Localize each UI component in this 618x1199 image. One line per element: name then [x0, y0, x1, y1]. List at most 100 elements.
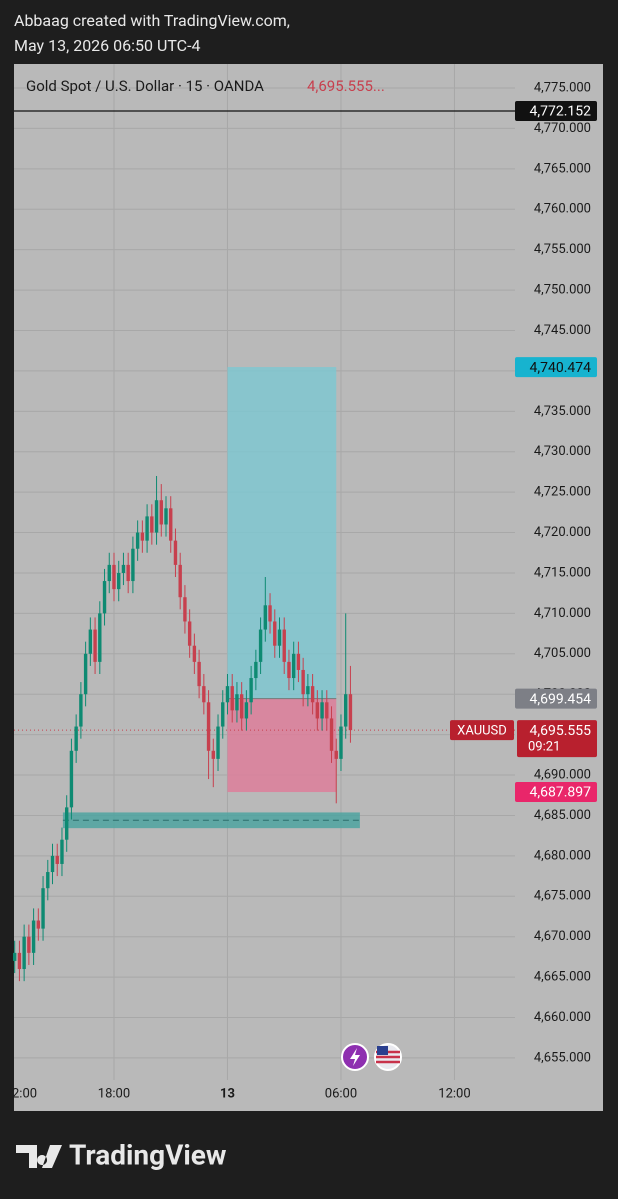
candle-body [173, 540, 178, 565]
date-line: May 13, 2026 06:50 UTC-4 [14, 36, 200, 55]
candle-body [258, 629, 263, 662]
stop-zone [227, 698, 337, 793]
author-line: Abbaag created with TradingView.com, [14, 11, 290, 30]
candle-body [273, 621, 277, 646]
candle-body [31, 920, 36, 953]
y-tick-label: 4,660.000 [534, 1010, 591, 1025]
candle-body [230, 686, 234, 711]
candle-body [339, 726, 343, 759]
last-price-box [517, 720, 597, 758]
candle-body [301, 669, 305, 695]
candle-body [310, 686, 315, 703]
candle-body [150, 516, 154, 533]
y-tick-label: 4,745.000 [534, 323, 591, 338]
candle-body [287, 661, 291, 679]
x-tick-label: 06:00 [325, 1086, 357, 1101]
candle-body [27, 936, 31, 953]
candle-body [221, 702, 225, 727]
candle-body [183, 597, 187, 622]
y-tick-label: 4,755.000 [534, 242, 591, 257]
flag-canton [377, 1046, 388, 1055]
y-tick-label: 4,770.000 [534, 121, 591, 136]
entry-price-box [515, 688, 597, 709]
candle-body [235, 694, 239, 711]
candle-body [296, 653, 301, 670]
line-price-label: 4,772.152 [529, 104, 591, 120]
chart-title: Gold Spot / U.S. Dollar · 15 · OANDA [26, 77, 264, 95]
candle-body [192, 645, 197, 662]
candle-body [315, 702, 320, 719]
candle-body [334, 750, 338, 759]
candle-body [12, 952, 17, 961]
candle-body [263, 605, 268, 630]
y-tick-label: 4,765.000 [534, 161, 591, 176]
y-tick-label: 4,675.000 [534, 889, 591, 904]
candle-body [225, 686, 230, 703]
entry-price-label: 4,699.454 [529, 691, 591, 707]
stop-price-box [515, 782, 597, 803]
candle-body [46, 872, 50, 889]
candle-body [135, 532, 140, 549]
candle-body [79, 694, 83, 727]
candle-body [131, 548, 135, 582]
candle-body [254, 661, 258, 679]
candle-body [197, 661, 201, 687]
lightning-glyph [350, 1048, 360, 1066]
candle-body [98, 613, 102, 662]
candle-body [306, 686, 310, 695]
footer-logo: TradingView [16, 1138, 227, 1171]
candle-body [121, 564, 126, 573]
candle-body [69, 750, 74, 808]
y-tick-label: 4,730.000 [534, 444, 591, 459]
candle-body [244, 702, 249, 719]
logo-mark [16, 1145, 62, 1168]
candle-body [211, 750, 215, 759]
target-zone [227, 367, 337, 699]
last-price-label: 4,695.555 [529, 723, 591, 739]
y-tick-label: 4,750.000 [534, 283, 591, 298]
x-tick-label: 18:00 [98, 1086, 130, 1101]
y-tick-label: 4,655.000 [534, 1050, 591, 1065]
y-tick-label: 4,725.000 [534, 485, 591, 500]
candle-body [348, 694, 353, 731]
y-tick-label: 4,690.000 [534, 767, 591, 782]
candle-body [344, 694, 348, 727]
target-price-label: 4,740.474 [529, 360, 591, 376]
candle-body [202, 686, 206, 703]
candle-body [17, 952, 22, 970]
y-tick-label: 4,715.000 [534, 565, 591, 580]
y-tick-label: 4,680.000 [534, 848, 591, 863]
candle-body [140, 532, 145, 541]
candle-body [22, 936, 26, 970]
candle-body [325, 702, 329, 719]
y-tick-label: 4,705.000 [534, 646, 591, 661]
countdown-label: 09:21 [528, 740, 560, 755]
legend-price: 4,695.555... [307, 77, 385, 95]
y-tick-label: 4,720.000 [534, 525, 591, 540]
candle-body [60, 839, 64, 864]
candle-body [126, 564, 130, 582]
candle-body [64, 807, 69, 840]
candle-body [329, 718, 334, 751]
y-tick-label: 4,710.000 [534, 606, 591, 621]
y-tick-label: 4,760.000 [534, 202, 591, 217]
candle-body [249, 678, 253, 703]
candle-body [277, 629, 282, 646]
y-tick-label: 4,775.000 [534, 80, 591, 95]
candle-body [112, 564, 116, 590]
line-price-box [515, 101, 597, 122]
candle-body [154, 500, 159, 533]
candle-body [74, 726, 78, 751]
candle-body [216, 726, 220, 759]
candle-body [291, 653, 296, 679]
plot: 4,655.000 4,660.000 4,665.000 4,670.000 4,67… [12, 64, 597, 1101]
symbol-box [450, 720, 514, 741]
brand-name: TradingView [69, 1138, 227, 1171]
candle-body [187, 621, 192, 646]
candle-body [320, 702, 324, 719]
support-zone [62, 812, 360, 829]
candle-body [36, 920, 41, 929]
candle-body [178, 564, 182, 598]
